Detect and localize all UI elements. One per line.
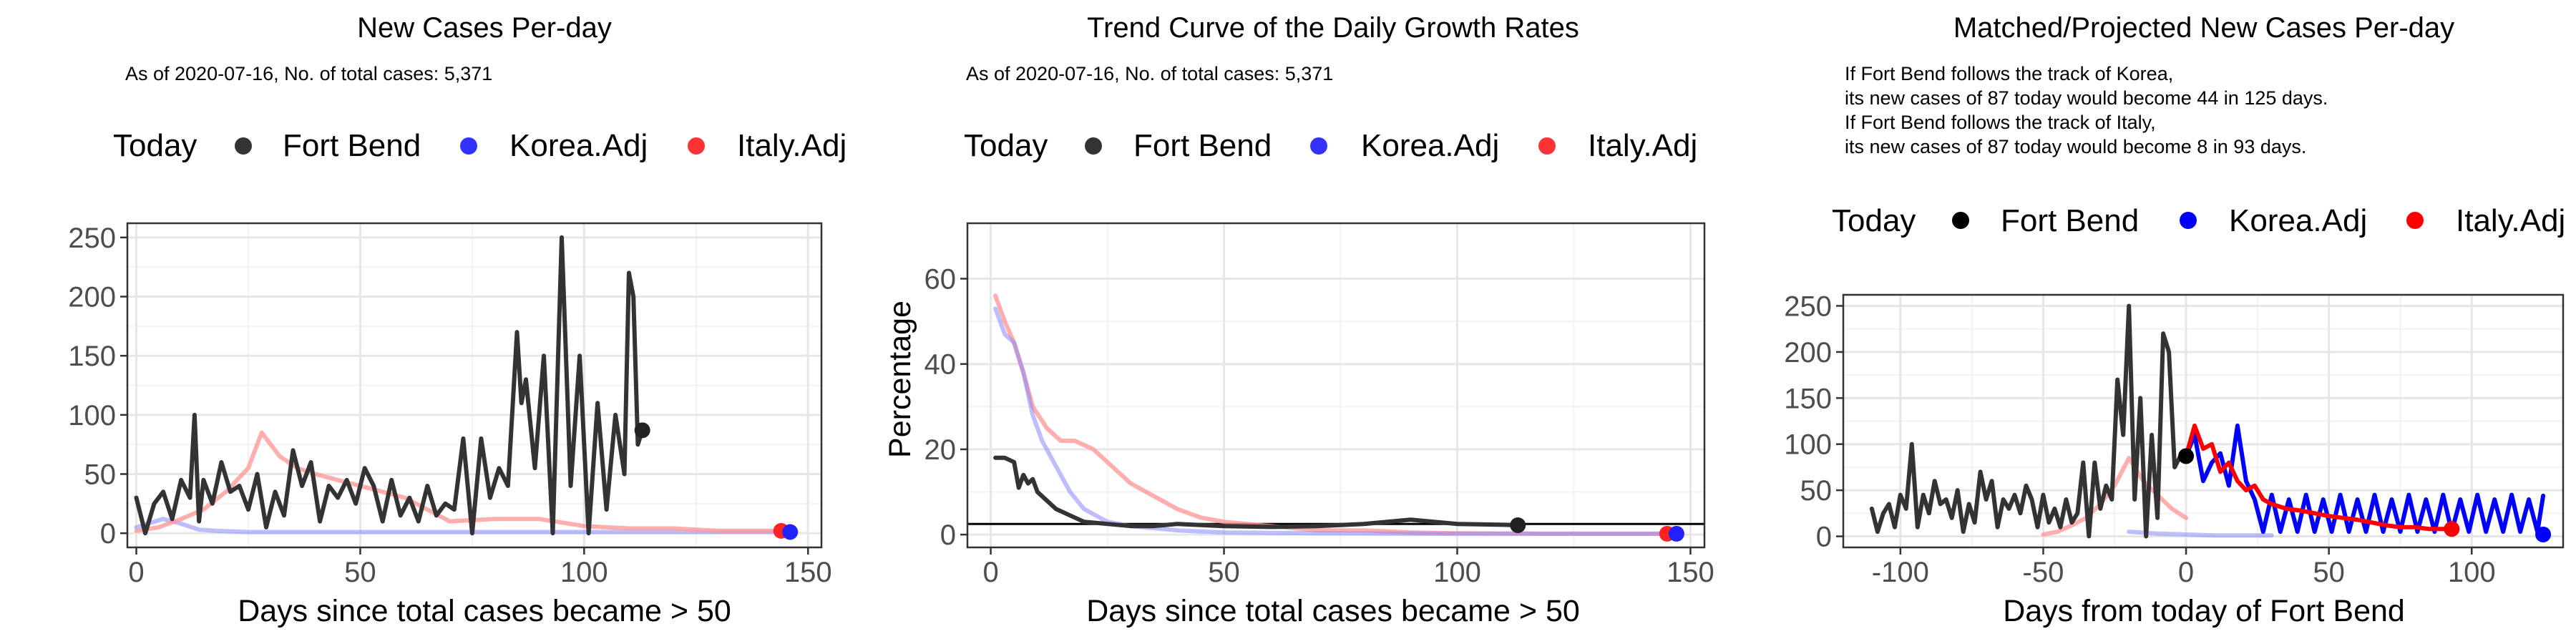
- x-tick-label: 100: [560, 557, 608, 588]
- legend-marker-fort-bend: [1952, 212, 1969, 229]
- panel-new-cases: New Cases Per-day As of 2020-07-16, No. …: [68, 12, 847, 628]
- marker-korea-adj: [782, 524, 799, 540]
- panel-3-legend: Today Fort Bend Korea.Adj Italy.Adj: [1832, 203, 2565, 238]
- y-tick-label: 250: [68, 223, 116, 254]
- marker-korea-adj: [2535, 526, 2552, 542]
- y-tick-label: 200: [68, 282, 116, 313]
- panel-2-x-axis-label: Days since total cases became > 50: [1086, 594, 1580, 628]
- legend-title: Today: [1832, 203, 1916, 238]
- annotation-line: If Fort Bend follows the track of Italy,: [1845, 112, 2156, 133]
- legend-marker-korea: [460, 137, 477, 155]
- legend-label-korea: Korea.Adj: [2229, 203, 2367, 238]
- series-line-italy-adj: [2184, 423, 2454, 532]
- marker-italy-adj: [2444, 521, 2460, 537]
- annotation-line: its new cases of 87 today would become 4…: [1845, 87, 2328, 109]
- series-line-fort-bend: [134, 235, 645, 536]
- y-tick-label: 100: [1784, 429, 1832, 461]
- x-tick-label: 50: [1208, 557, 1240, 588]
- y-tick-label: 100: [68, 400, 116, 431]
- legend-title: Today: [964, 128, 1048, 163]
- panel-2-legend: Today Fort Bend Korea.Adj Italy.Adj: [964, 128, 1697, 163]
- marker-fort-bend: [634, 422, 650, 439]
- series-line-korea-adj: [2127, 530, 2274, 538]
- panel-1-plot-area: 0 50 100 150 0 50 100 150 200 250: [68, 222, 832, 588]
- annotation-line: its new cases of 87 today would become 8…: [1845, 136, 2306, 157]
- y-tick-label: 20: [924, 434, 957, 466]
- panel-1-legend: Today Fort Bend Korea.Adj Italy.Adj: [113, 128, 847, 163]
- y-tick-label: 150: [68, 341, 116, 372]
- panel-1-title: New Cases Per-day: [357, 12, 612, 44]
- series-line-fort-bend: [993, 455, 1521, 530]
- x-tick-label: 0: [2178, 557, 2194, 588]
- panel-2-y-axis-label: Percentage: [883, 301, 917, 458]
- y-tick-label: 0: [940, 519, 956, 551]
- y-tick-label: 50: [84, 459, 117, 490]
- marker-fort-bend: [1510, 517, 1526, 534]
- x-tick-label: 150: [1667, 557, 1714, 588]
- legend-label-italy: Italy.Adj: [737, 128, 847, 163]
- series-line-korea-adj: [2184, 423, 2546, 535]
- legend-marker-fort-bend: [235, 137, 252, 155]
- plot-border: [966, 222, 1706, 549]
- legend-label-fort-bend: Fort Bend: [1133, 128, 1272, 163]
- marker-korea-adj: [1668, 525, 1684, 542]
- legend-marker-korea: [2180, 212, 2197, 229]
- annotation-line: If Fort Bend follows the track of Korea,: [1845, 63, 2173, 84]
- x-tick-label: -50: [2023, 557, 2064, 588]
- plot-border: [1842, 293, 2565, 549]
- marker-fort-bend: [2178, 448, 2195, 464]
- legend-title: Today: [113, 128, 197, 163]
- panel-2-title: Trend Curve of the Daily Growth Rates: [1087, 12, 1579, 44]
- panel-2-subtitle: As of 2020-07-16, No. of total cases: 5,…: [966, 63, 1333, 84]
- legend-label-fort-bend: Fort Bend: [283, 128, 421, 163]
- x-tick-label: 50: [344, 557, 376, 588]
- series-line-fort-bend: [1869, 303, 2188, 539]
- y-tick-label: 200: [1784, 337, 1832, 369]
- legend-label-korea: Korea.Adj: [509, 128, 648, 163]
- x-tick-label: 100: [1433, 557, 1481, 588]
- panel-growth-rates: Trend Curve of the Daily Growth Rates As…: [883, 12, 1714, 628]
- legend-marker-korea: [1310, 137, 1327, 155]
- panel-3-annotation: If Fort Bend follows the track of Korea,…: [1845, 63, 2328, 157]
- x-tick-label: 0: [128, 557, 144, 588]
- panel-3-x-axis-label: Days from today of Fort Bend: [2003, 594, 2405, 628]
- legend-marker-italy: [1538, 137, 1556, 155]
- legend-label-italy: Italy.Adj: [1588, 128, 1697, 163]
- x-tick-label: 50: [2313, 557, 2345, 588]
- legend-label-italy: Italy.Adj: [2456, 203, 2565, 238]
- y-tick-label: 0: [1816, 522, 1832, 553]
- x-tick-label: 0: [982, 557, 998, 588]
- y-tick-label: 60: [924, 263, 957, 295]
- legend-marker-italy: [688, 137, 705, 155]
- plot-border: [126, 222, 823, 549]
- legend-label-korea: Korea.Adj: [1361, 128, 1499, 163]
- plot-background: [967, 223, 1704, 547]
- panel-3-title: Matched/Projected New Cases Per-day: [1953, 12, 2454, 44]
- y-tick-label: 40: [924, 349, 957, 381]
- legend-marker-italy: [2406, 212, 2424, 229]
- legend-label-fort-bend: Fort Bend: [2001, 203, 2139, 238]
- y-tick-label: 250: [1784, 291, 1832, 322]
- panel-projected-cases: Matched/Projected New Cases Per-day If F…: [1784, 12, 2565, 628]
- y-tick-label: 0: [100, 518, 116, 550]
- panel-2-plot-area: 0 50 100 150 0 20 40 60: [924, 222, 1714, 588]
- x-tick-label: 100: [2448, 557, 2496, 588]
- series-line-italy-adj: [134, 430, 788, 533]
- panel-1-subtitle: As of 2020-07-16, No. of total cases: 5,…: [125, 63, 492, 84]
- panel-1-x-axis-label: Days since total cases became > 50: [238, 594, 731, 628]
- y-tick-label: 50: [1800, 475, 1833, 507]
- x-tick-label: 150: [784, 557, 832, 588]
- y-tick-label: 150: [1784, 383, 1832, 414]
- panel-3-plot-area: -100 -50 0 50 100 0 50 100 150 200 250: [1784, 291, 2565, 588]
- legend-marker-fort-bend: [1085, 137, 1102, 155]
- x-tick-label: -100: [1872, 557, 1929, 588]
- series-line-korea-adj: [993, 306, 1674, 536]
